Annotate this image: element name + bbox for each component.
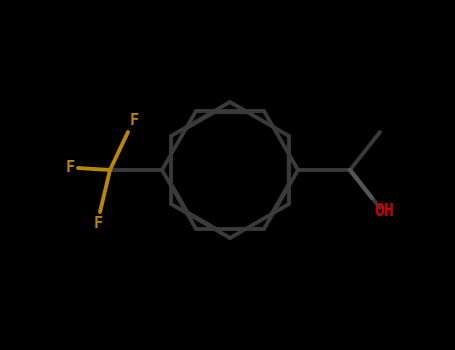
Text: OH: OH	[374, 202, 394, 220]
Text: F: F	[93, 216, 102, 231]
Text: F: F	[66, 161, 75, 175]
Text: F: F	[130, 113, 139, 128]
